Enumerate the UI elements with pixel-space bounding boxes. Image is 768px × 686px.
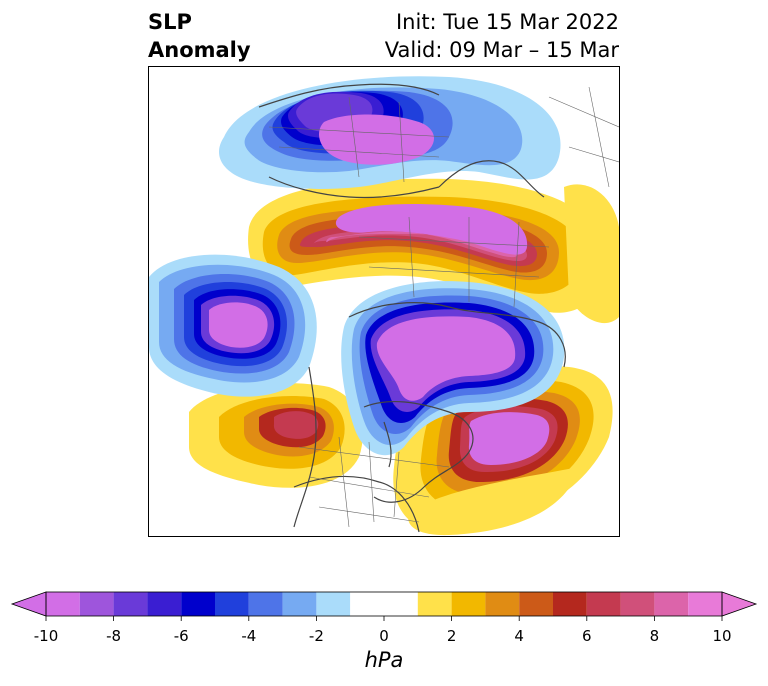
title-variable: SLP [148,10,192,34]
colorbar-swatch [215,592,249,616]
colorbar-tick-label: 6 [582,627,592,645]
colorbar [10,591,758,621]
negative-anomaly-siberia [219,76,561,189]
colorbar-ticks [45,616,723,621]
colorbar-swatch [79,592,114,616]
colorbar-tick-label: 2 [446,627,457,645]
colorbar-tick-label: 8 [649,627,660,645]
map-title: SLP Anomaly [148,8,251,64]
colorbar-tick-label: 0 [379,627,389,645]
map-dates: Init: Tue 15 Mar 2022 Valid: 09 Mar – 15… [385,8,619,64]
colorbar-swatch [248,592,283,616]
positive-anomaly-asia-edge [564,184,619,324]
colorbar-swatch [451,592,486,616]
positive-anomaly-us-east [408,467,579,536]
colorbar-swatch [519,592,553,616]
valid-range: Valid: 09 Mar – 15 Mar [384,38,619,62]
colorbar-swatch [181,592,215,616]
negative-anomaly-arctic [341,281,565,456]
colorbar-unit-label: hPa [364,648,404,672]
colorbar-swatch [350,592,418,616]
colorbar-swatch [147,592,182,616]
colorbar-swatch [688,592,722,616]
colorbar-swatch [485,592,520,616]
map-panel [148,66,620,537]
title-variable-type: Anomaly [148,38,251,62]
colorbar-swatch [46,592,80,616]
colorbar-tick-label: -4 [241,627,257,645]
colorbar-swatch [620,592,655,616]
colorbar-tick-label: -8 [106,627,122,645]
coastlines [258,83,566,533]
positive-anomaly-pacific [189,383,363,488]
colorbar-tick-label: 10 [712,627,732,645]
init-date: Init: Tue 15 Mar 2022 [395,10,619,34]
colorbar-tick-label: -6 [173,627,189,645]
colorbar-swatch [654,592,689,616]
anomaly-map [149,76,619,536]
colorbar-tick-label: -10 [33,627,59,645]
colorbar-extend-max [721,591,758,617]
colorbar-swatch [553,592,587,616]
colorbar-swatch [586,592,621,616]
country-borders [268,86,619,528]
colorbar-swatch [417,592,452,616]
colorbar-tick-label: 4 [514,627,524,645]
colorbar-extend-min [10,591,47,617]
colorbar-swatches [46,592,722,616]
negative-anomaly-pacific [149,254,317,397]
positive-anomaly-europe [248,178,605,313]
colorbar-swatch [316,592,351,616]
colorbar-swatch [282,592,317,616]
colorbar-swatch [113,592,148,616]
colorbar-tick-label: -2 [308,627,324,645]
